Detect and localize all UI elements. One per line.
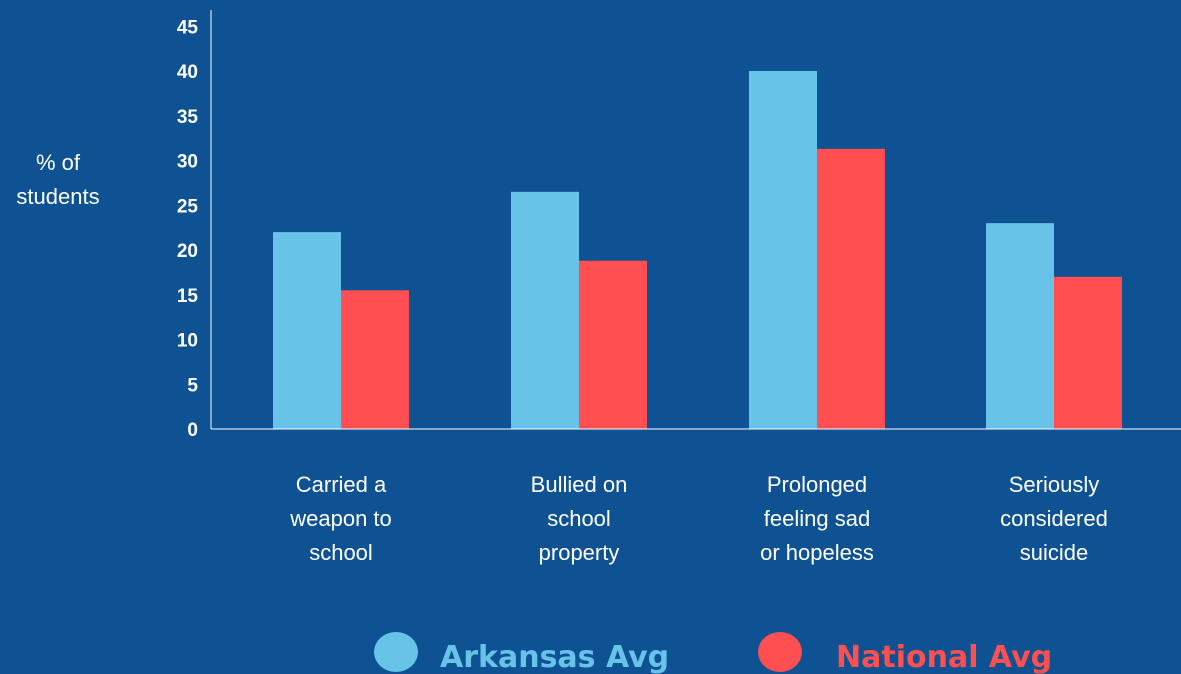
- bar-arkansas-2: [749, 71, 817, 429]
- legend-label-national: National Avg: [836, 640, 1052, 674]
- legend-label-arkansas: Arkansas Avg: [440, 640, 669, 674]
- x-tick-label: school: [547, 506, 611, 531]
- legend: Arkansas Avg National Avg: [374, 632, 1052, 674]
- bar-national-1: [579, 260, 647, 429]
- x-tick-label: feeling sad: [764, 506, 870, 531]
- bar-arkansas-1: [511, 191, 579, 429]
- x-tick-label: weapon to: [289, 506, 392, 531]
- y-tick-label: 15: [177, 286, 199, 307]
- y-tick-label: 35: [177, 107, 199, 128]
- x-tick-label: Seriously: [1009, 472, 1099, 497]
- bar-national-3: [1054, 276, 1122, 429]
- y-axis-label-line: % of: [36, 150, 81, 175]
- bar-arkansas-3: [986, 223, 1054, 429]
- bar-national-0: [341, 290, 409, 429]
- x-tick-label: school: [309, 540, 373, 565]
- legend-marker-arkansas: [374, 632, 418, 672]
- y-axis-label-line: students: [16, 184, 99, 209]
- x-tick-label: Prolonged: [767, 472, 867, 497]
- x-tick-label: or hopeless: [760, 540, 874, 565]
- y-tick-label: 30: [177, 152, 198, 173]
- legend-marker-national: [758, 632, 802, 672]
- y-tick-label: 5: [187, 375, 198, 396]
- bar-national-2: [817, 148, 885, 430]
- x-axis-ticks: Carried a weapon to school Bullied on school…: [289, 472, 1108, 565]
- bar-arkansas-0: [273, 232, 341, 429]
- x-tick-label: property: [539, 540, 620, 565]
- y-tick-label: 40: [177, 62, 198, 83]
- y-axis-ticks: 0 5 10 15 20 25 30 35 40 45: [177, 17, 199, 441]
- y-axis-label: % of students: [16, 150, 99, 209]
- axes: [210, 10, 1181, 430]
- y-tick-label: 45: [177, 17, 199, 38]
- y-tick-label: 0: [187, 420, 198, 441]
- x-tick-label: suicide: [1020, 540, 1088, 565]
- x-tick-label: Carried a: [296, 472, 387, 497]
- x-tick-label: considered: [1000, 506, 1108, 531]
- bars: [273, 71, 1122, 430]
- x-tick-label: Bullied on: [531, 472, 628, 497]
- y-tick-label: 20: [177, 241, 198, 262]
- y-tick-label: 10: [177, 331, 198, 352]
- y-tick-label: 25: [177, 196, 199, 217]
